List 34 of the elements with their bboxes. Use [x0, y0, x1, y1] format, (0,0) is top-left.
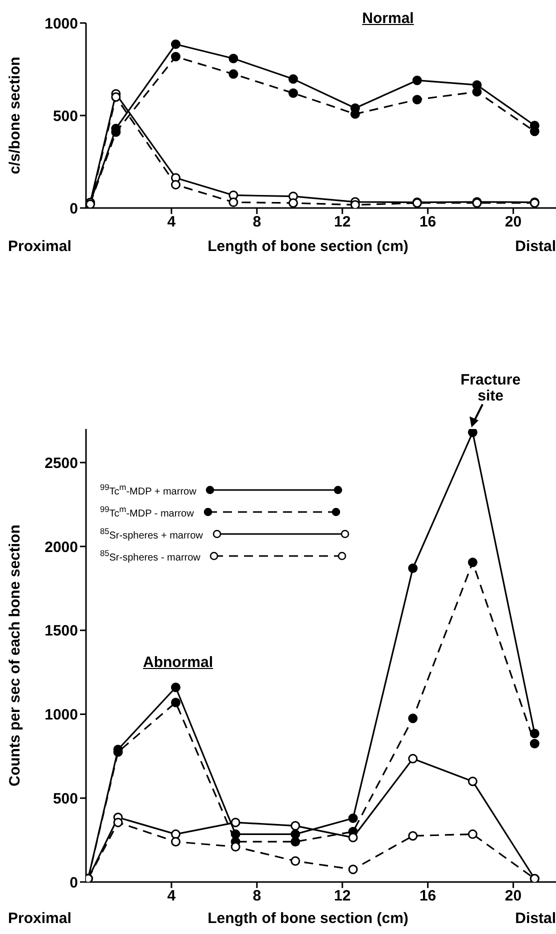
y-tick-label: 500	[52, 790, 78, 808]
x-tick-label: 8	[252, 888, 262, 905]
x-tick-label: 20	[504, 214, 522, 231]
text: Proximal	[8, 910, 72, 927]
x-tick-label: 4	[167, 888, 176, 905]
y-tick-label: 1500	[44, 622, 78, 640]
y-axis-title: c/s/bone section	[6, 56, 24, 174]
x-tick-label: 20	[504, 888, 522, 905]
x-axis-title: Length of bone section (cm)	[208, 910, 408, 927]
y-tick-label: 0	[70, 874, 78, 892]
y-tick-label: 1000	[44, 15, 78, 32]
x-tick-label: 16	[419, 888, 436, 905]
y-tick-label: 1000	[44, 706, 78, 724]
y-tick-label: 500	[52, 108, 78, 125]
y-tick-label: 2000	[44, 538, 78, 556]
y-tick-label: 0	[70, 200, 78, 218]
chart-title: Normal	[362, 10, 414, 27]
annotation: Fracture site	[460, 371, 521, 404]
x-tick-label: 8	[252, 214, 262, 231]
x-tick-label: 4	[167, 214, 176, 231]
x-tick-label: 12	[334, 214, 351, 231]
legend-label: $^{99}$Tc$^{m}$-MDP + marrow	[100, 482, 196, 498]
x-tick-label: 12	[334, 888, 351, 905]
legend-label: $^{85}$Sr-spheres - marrow	[100, 548, 200, 564]
text: Distal	[515, 238, 556, 255]
y-axis-title: Counts per sec of each bone section	[6, 524, 24, 786]
text: Proximal	[8, 238, 72, 255]
text: Distal	[515, 910, 556, 927]
y-tick-label: 2500	[44, 454, 78, 472]
x-axis-title: Length of bone section (cm)	[208, 238, 408, 255]
text: Abnormal	[142, 654, 214, 671]
legend-label: $^{99}$Tc$^{m}$-MDP - marrow	[100, 504, 194, 520]
legend-label: $^{85}$Sr-spheres + marrow	[100, 526, 203, 542]
x-tick-label: 16	[419, 214, 436, 231]
